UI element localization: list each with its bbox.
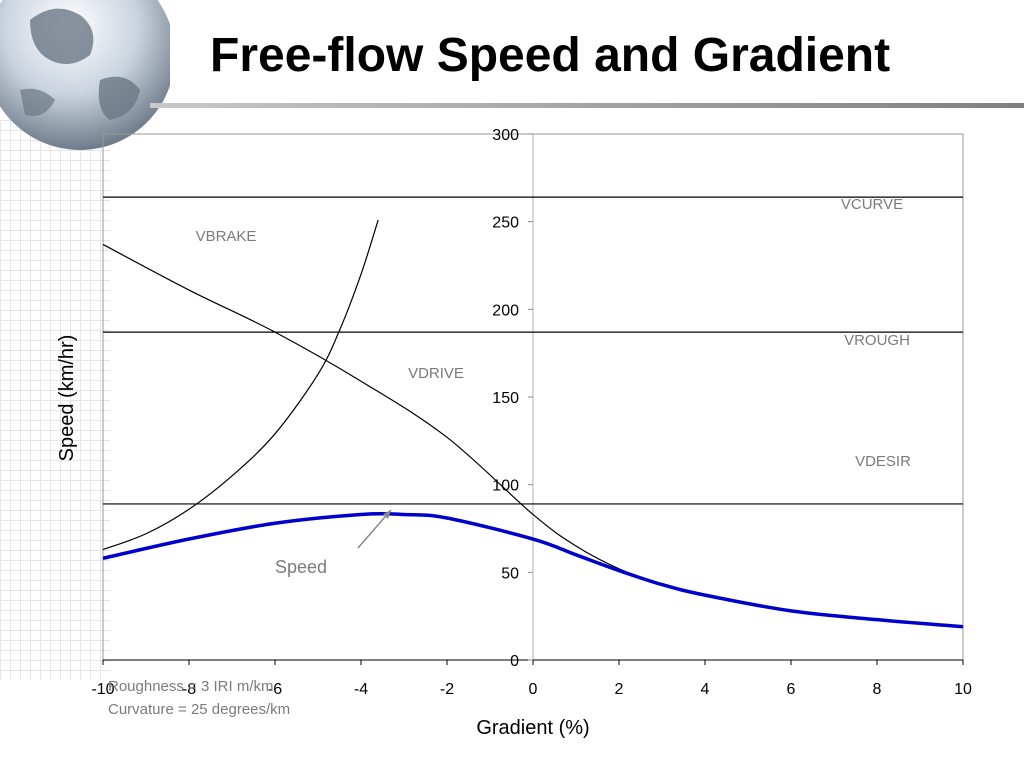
series-lines	[102, 196, 964, 629]
speed-pointer-arrowhead	[383, 510, 391, 519]
background-grid-pattern	[0, 120, 110, 680]
series-label-vdesir: VDESIR	[855, 453, 911, 470]
x-tick-label: -10	[91, 681, 114, 698]
series-label-vrough: VROUGH	[844, 332, 910, 349]
y-tick-label: 200	[492, 302, 519, 319]
x-tick-label: -6	[268, 681, 282, 698]
series-line-vbrake	[102, 219, 379, 551]
series-label-vcurve: VCURVE	[841, 196, 903, 213]
x-tick-label: 0	[529, 681, 538, 698]
series-label-speed: Speed	[275, 557, 327, 577]
y-tick-label: 100	[492, 478, 519, 495]
y-tick-label: 250	[492, 215, 519, 232]
page-title: Free-flow Speed and Gradient	[210, 29, 891, 82]
y-axis-label: Speed (km/hr)	[56, 335, 78, 462]
x-tick-label: -4	[354, 681, 368, 698]
y-tick-label: 300	[492, 127, 519, 144]
y-tick-label: 50	[501, 565, 519, 582]
x-tick-label: 8	[873, 681, 882, 698]
curvature-note: Curvature = 25 degrees/km	[108, 701, 291, 718]
series-label-vdrive: VDRIVE	[408, 365, 464, 382]
x-tick-label: 4	[701, 681, 710, 698]
x-axis-label: Gradient (%)	[476, 717, 589, 739]
roughness-note: Roughness = 3 IRI m/km	[108, 678, 274, 695]
series-line-speed	[102, 511, 964, 629]
series-labels: VCURVE VROUGH VDESIR VBRAKE VDRIVE Speed	[196, 196, 912, 577]
y-tick-label: 0	[510, 653, 519, 670]
series-line-vdrive	[102, 243, 663, 586]
title-underline	[150, 103, 1024, 108]
x-tick-label: 10	[954, 681, 972, 698]
globe-logo	[0, 0, 170, 150]
x-tick-label: 2	[615, 681, 624, 698]
y-tick-label: 150	[492, 390, 519, 407]
series-label-vbrake: VBRAKE	[196, 228, 257, 245]
x-tick-label: -8	[182, 681, 196, 698]
x-tick-label: 6	[787, 681, 796, 698]
x-tick-label: -2	[440, 681, 454, 698]
